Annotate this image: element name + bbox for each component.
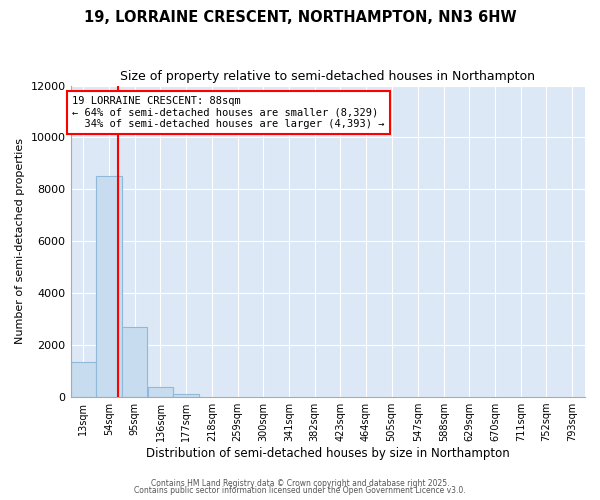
- Bar: [71, 362, 96, 397]
- Y-axis label: Number of semi-detached properties: Number of semi-detached properties: [15, 138, 25, 344]
- Text: 19, LORRAINE CRESCENT, NORTHAMPTON, NN3 6HW: 19, LORRAINE CRESCENT, NORTHAMPTON, NN3 …: [83, 10, 517, 25]
- Bar: [173, 394, 199, 397]
- X-axis label: Distribution of semi-detached houses by size in Northampton: Distribution of semi-detached houses by …: [146, 447, 509, 460]
- Bar: [97, 176, 122, 397]
- Bar: [148, 386, 173, 397]
- Text: Contains public sector information licensed under the Open Government Licence v3: Contains public sector information licen…: [134, 486, 466, 495]
- Bar: [122, 327, 148, 397]
- Text: 19 LORRAINE CRESCENT: 88sqm
← 64% of semi-detached houses are smaller (8,329)
  : 19 LORRAINE CRESCENT: 88sqm ← 64% of sem…: [72, 96, 384, 129]
- Text: Contains HM Land Registry data © Crown copyright and database right 2025.: Contains HM Land Registry data © Crown c…: [151, 478, 449, 488]
- Title: Size of property relative to semi-detached houses in Northampton: Size of property relative to semi-detach…: [120, 70, 535, 83]
